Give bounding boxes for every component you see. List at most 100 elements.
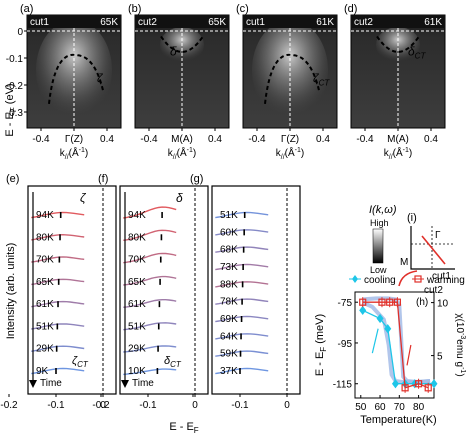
edc-x-tick-label: 0 — [284, 400, 290, 411]
edc-frame — [119, 185, 209, 395]
edc-panel-0: (e) 94K 80K 70K 65K 61K 51K 29K 9K ζ ζCT Time -0.2 -0… — [0, 173, 117, 411]
edc-curve — [31, 278, 85, 286]
x-tick-label: 80 — [413, 402, 425, 413]
edc-temperature-label: 78K — [220, 297, 238, 308]
bz-cut2-label: cut2 — [424, 285, 443, 296]
edc-x-tick-label: 0 — [192, 400, 198, 411]
intensity-scale: I(k,ω) High Low — [369, 204, 397, 275]
arpes-y-tick-label: -0.2 — [6, 81, 24, 92]
arpes-panel-2: cut1 61K (c) ζCT -0.4 Γ(Z) 0.4 k//(Å-1) — [236, 3, 338, 161]
edc-curve — [123, 206, 177, 219]
arpes-y-tick-label: -0.1 — [6, 54, 24, 65]
edc-curve — [123, 322, 177, 331]
edc-temperature-label: 94K — [128, 210, 146, 221]
edc-temperature-label: 70K — [128, 255, 146, 266]
data-point-cooling — [359, 305, 367, 316]
legend-label-cooling: cooling — [364, 275, 396, 286]
edc-curve — [215, 229, 269, 236]
edc-frame — [211, 185, 301, 395]
edc-x-tick-label: 0 — [100, 400, 106, 411]
bz-boundary — [410, 226, 455, 270]
edc-curve — [215, 350, 269, 357]
band-label: ζ — [97, 71, 104, 85]
susceptibility-curve-warming — [362, 296, 431, 385]
edc-temperature-label: 29K — [128, 344, 146, 355]
arpes-x-tick-label: 0.4 — [208, 134, 222, 145]
time-label: Time — [132, 378, 154, 389]
edc-curve — [31, 233, 85, 241]
edc-temperature-label: 65K — [36, 277, 54, 288]
intensity-scale-title: I(k,ω) — [369, 204, 397, 216]
edc-curve — [31, 256, 85, 263]
susceptibility-curve-cooling — [361, 300, 431, 385]
temperature-label: 65K — [100, 17, 118, 28]
edc-curve — [215, 211, 269, 219]
y2-tick-label: 10 — [437, 299, 449, 310]
edc-curve — [31, 367, 85, 375]
edc-x-tick-label: -0.1 — [139, 400, 157, 411]
edc-band-label: δ — [176, 191, 183, 205]
edc-curve — [123, 252, 177, 264]
legend: cooling warming — [349, 275, 465, 286]
edc-curve — [215, 246, 269, 253]
edc-curve — [215, 281, 269, 288]
cut-label: cut2 — [138, 17, 157, 28]
band-dispersion — [264, 53, 320, 105]
bz-gamma-label: Γ — [435, 230, 441, 241]
edc-temperature-label: 60K — [220, 227, 238, 238]
chart-frame — [354, 291, 435, 399]
arpes-x-axis-label: k//(Å-1) — [60, 146, 88, 161]
edc-curve — [123, 229, 177, 241]
edc-curve — [31, 345, 85, 352]
edc-temperature-label: 80K — [128, 232, 146, 243]
edc-y-axis-label: Intensity (arb. units) — [5, 243, 17, 340]
cooling-arrow — [371, 328, 379, 354]
y-tick-label: -95 — [338, 339, 353, 350]
arpes-panel-1: cut2 65K (b) δ -0.4 M(A) 0.4 k//(Å-1) — [128, 3, 230, 161]
edc-x-axis-label: E - EF — [169, 421, 198, 434]
edc-axis-labels: Intensity (arb. units) E - EF — [5, 243, 199, 434]
edc-curve — [123, 368, 177, 376]
panel-tag: (b) — [128, 3, 141, 15]
edc-band-label: ζ — [80, 191, 87, 205]
data-point-cooling — [391, 379, 399, 389]
arpes-x-tick-label: -0.4 — [32, 134, 50, 145]
panel-tag: (h) — [416, 297, 428, 308]
edc-panel-1: (f) 94K 80K 70K 65K 61K 51K 29K 10K δ δCT Time -0.2 -… — [92, 173, 209, 411]
y-tick-label: -115 — [333, 380, 353, 391]
arpes-x-axis-label: k//(Å-1) — [384, 146, 412, 161]
edc-temperature-label: 10K — [128, 366, 146, 377]
x-axis-label: Temperature(K) — [360, 414, 436, 426]
temperature-label: 61K — [316, 17, 334, 28]
arpes-x-axis-label: k//(Å-1) — [168, 146, 196, 161]
edc-panel-2: (g) 51K 60K 68K 73K 88K 78K 69K 64K 59K 37K -0.1 0 — [190, 173, 301, 411]
edc-temperature-label: 68K — [220, 245, 238, 256]
edc-temperature-label: 59K — [220, 349, 238, 360]
edc-band-label-low: δCT — [164, 355, 182, 369]
arpes-x-tick-label: Γ(Z) — [65, 134, 83, 145]
data-point-cooling — [430, 379, 438, 389]
edc-band-label-low: ζCT — [72, 355, 89, 369]
arpes-x-tick-label: Γ(Z) — [281, 134, 299, 145]
band-label: δCT — [408, 44, 426, 60]
edc-temperature-label: 73K — [220, 262, 238, 273]
legend-label-warming: warming — [426, 275, 465, 286]
edc-temperature-label: 51K — [36, 321, 54, 332]
arpes-x-tick-label: -0.4 — [140, 134, 158, 145]
edc-temperature-label: 64K — [220, 331, 238, 342]
arpes-x-tick-label: -0.4 — [356, 134, 374, 145]
cut2-arc — [398, 270, 418, 287]
arpes-header-band — [27, 15, 121, 28]
panel-tag: (f) — [98, 173, 108, 185]
temperature-label: 61K — [424, 17, 442, 28]
cut-label: cut2 — [354, 17, 373, 28]
edc-temperature-label: 51K — [128, 321, 146, 332]
edc-x-tick-label: -0.2 — [92, 400, 110, 411]
band-label: δ — [170, 44, 177, 58]
edc-curve — [123, 345, 177, 353]
edc-temperature-label: 9K — [36, 366, 49, 377]
intensity-scale-low: Low — [370, 265, 387, 275]
arpes-panel-0: cut1 65K (a) ζ -0.4 Γ(Z) 0.4 k//(Å-1) — [20, 3, 122, 161]
temperature-label: 65K — [208, 17, 226, 28]
